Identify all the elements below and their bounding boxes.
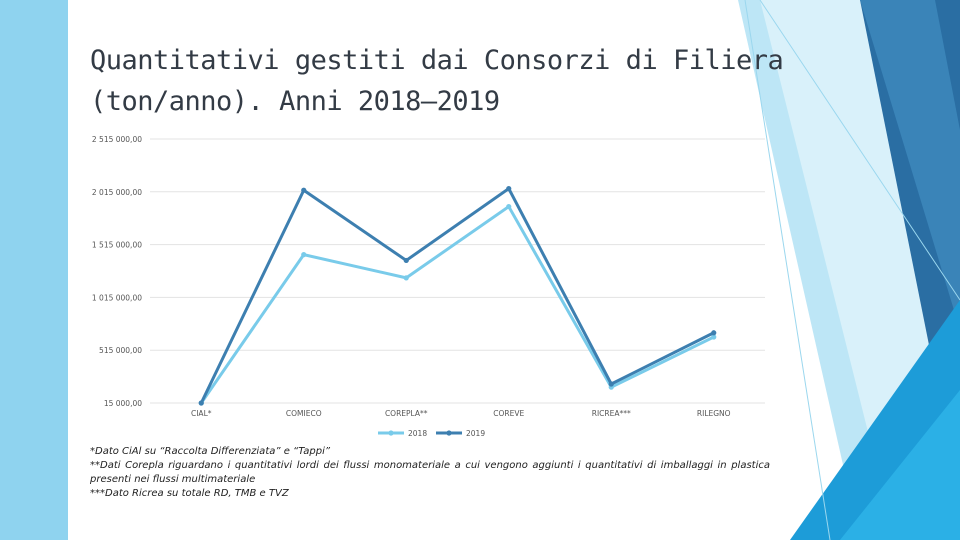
data-point-2019	[301, 187, 307, 193]
series-line-2018	[200, 205, 715, 404]
footnote-corepla: **Dati Corepla riguardano i quantitativi…	[90, 460, 770, 485]
y-tick-label: 2 515 000,00	[92, 135, 142, 144]
x-tick-label: RILEGNO	[697, 409, 731, 418]
data-point-2018	[506, 203, 512, 210]
data-point-2019	[608, 381, 614, 387]
legend-label-2019: 2019	[466, 429, 485, 438]
footnote-cial: *Dato CiAl su “Raccolta Differenziata” e…	[90, 446, 331, 457]
y-tick-label: 15 000,00	[104, 399, 142, 408]
page-title: Quantitativi gestiti dai Consorzi di Fil…	[90, 40, 784, 122]
footnote-ricrea: ***Dato Ricrea su totale RD, TMB e TVZ	[90, 488, 289, 499]
data-point-2018	[301, 252, 307, 258]
title-line-2: (ton/anno). Anni 2018–2019	[90, 86, 500, 117]
legend-marker-2019	[446, 430, 452, 436]
legend-label-2018: 2018	[408, 429, 427, 438]
x-tick-label: COREPLA**	[385, 409, 428, 418]
title-line-1: Quantitativi gestiti dai Consorzi di Fil…	[90, 45, 784, 76]
x-tick-label: COMIECO	[286, 409, 322, 418]
data-point-2019	[506, 186, 512, 192]
data-point-2018	[711, 334, 717, 340]
deco-line-2	[759, 0, 960, 301]
y-tick-label: 1 015 000,00	[92, 293, 142, 302]
deco-line	[744, 0, 831, 540]
data-point-2019	[403, 257, 409, 264]
data-point-2019	[711, 330, 717, 336]
series-line-2019	[199, 187, 715, 404]
x-tick-label: CIAL*	[191, 409, 212, 418]
deco-shape-bottom-light	[840, 390, 960, 540]
y-tick-label: 515 000,00	[99, 346, 142, 355]
x-tick-label: RICREA***	[592, 409, 631, 418]
y-tick-label: 2 015 000,00	[92, 188, 142, 197]
legend-marker-2018	[388, 430, 394, 436]
left-decorative-band	[0, 0, 68, 540]
y-tick-label: 1 515 000,00	[92, 241, 142, 250]
deco-shape-mid	[860, 0, 960, 330]
x-tick-label: COREVE	[493, 409, 524, 418]
data-point-2018	[403, 275, 409, 281]
data-point-2019	[198, 400, 204, 406]
footnotes: *Dato CiAl su “Raccolta Differenziata” e…	[90, 445, 770, 501]
